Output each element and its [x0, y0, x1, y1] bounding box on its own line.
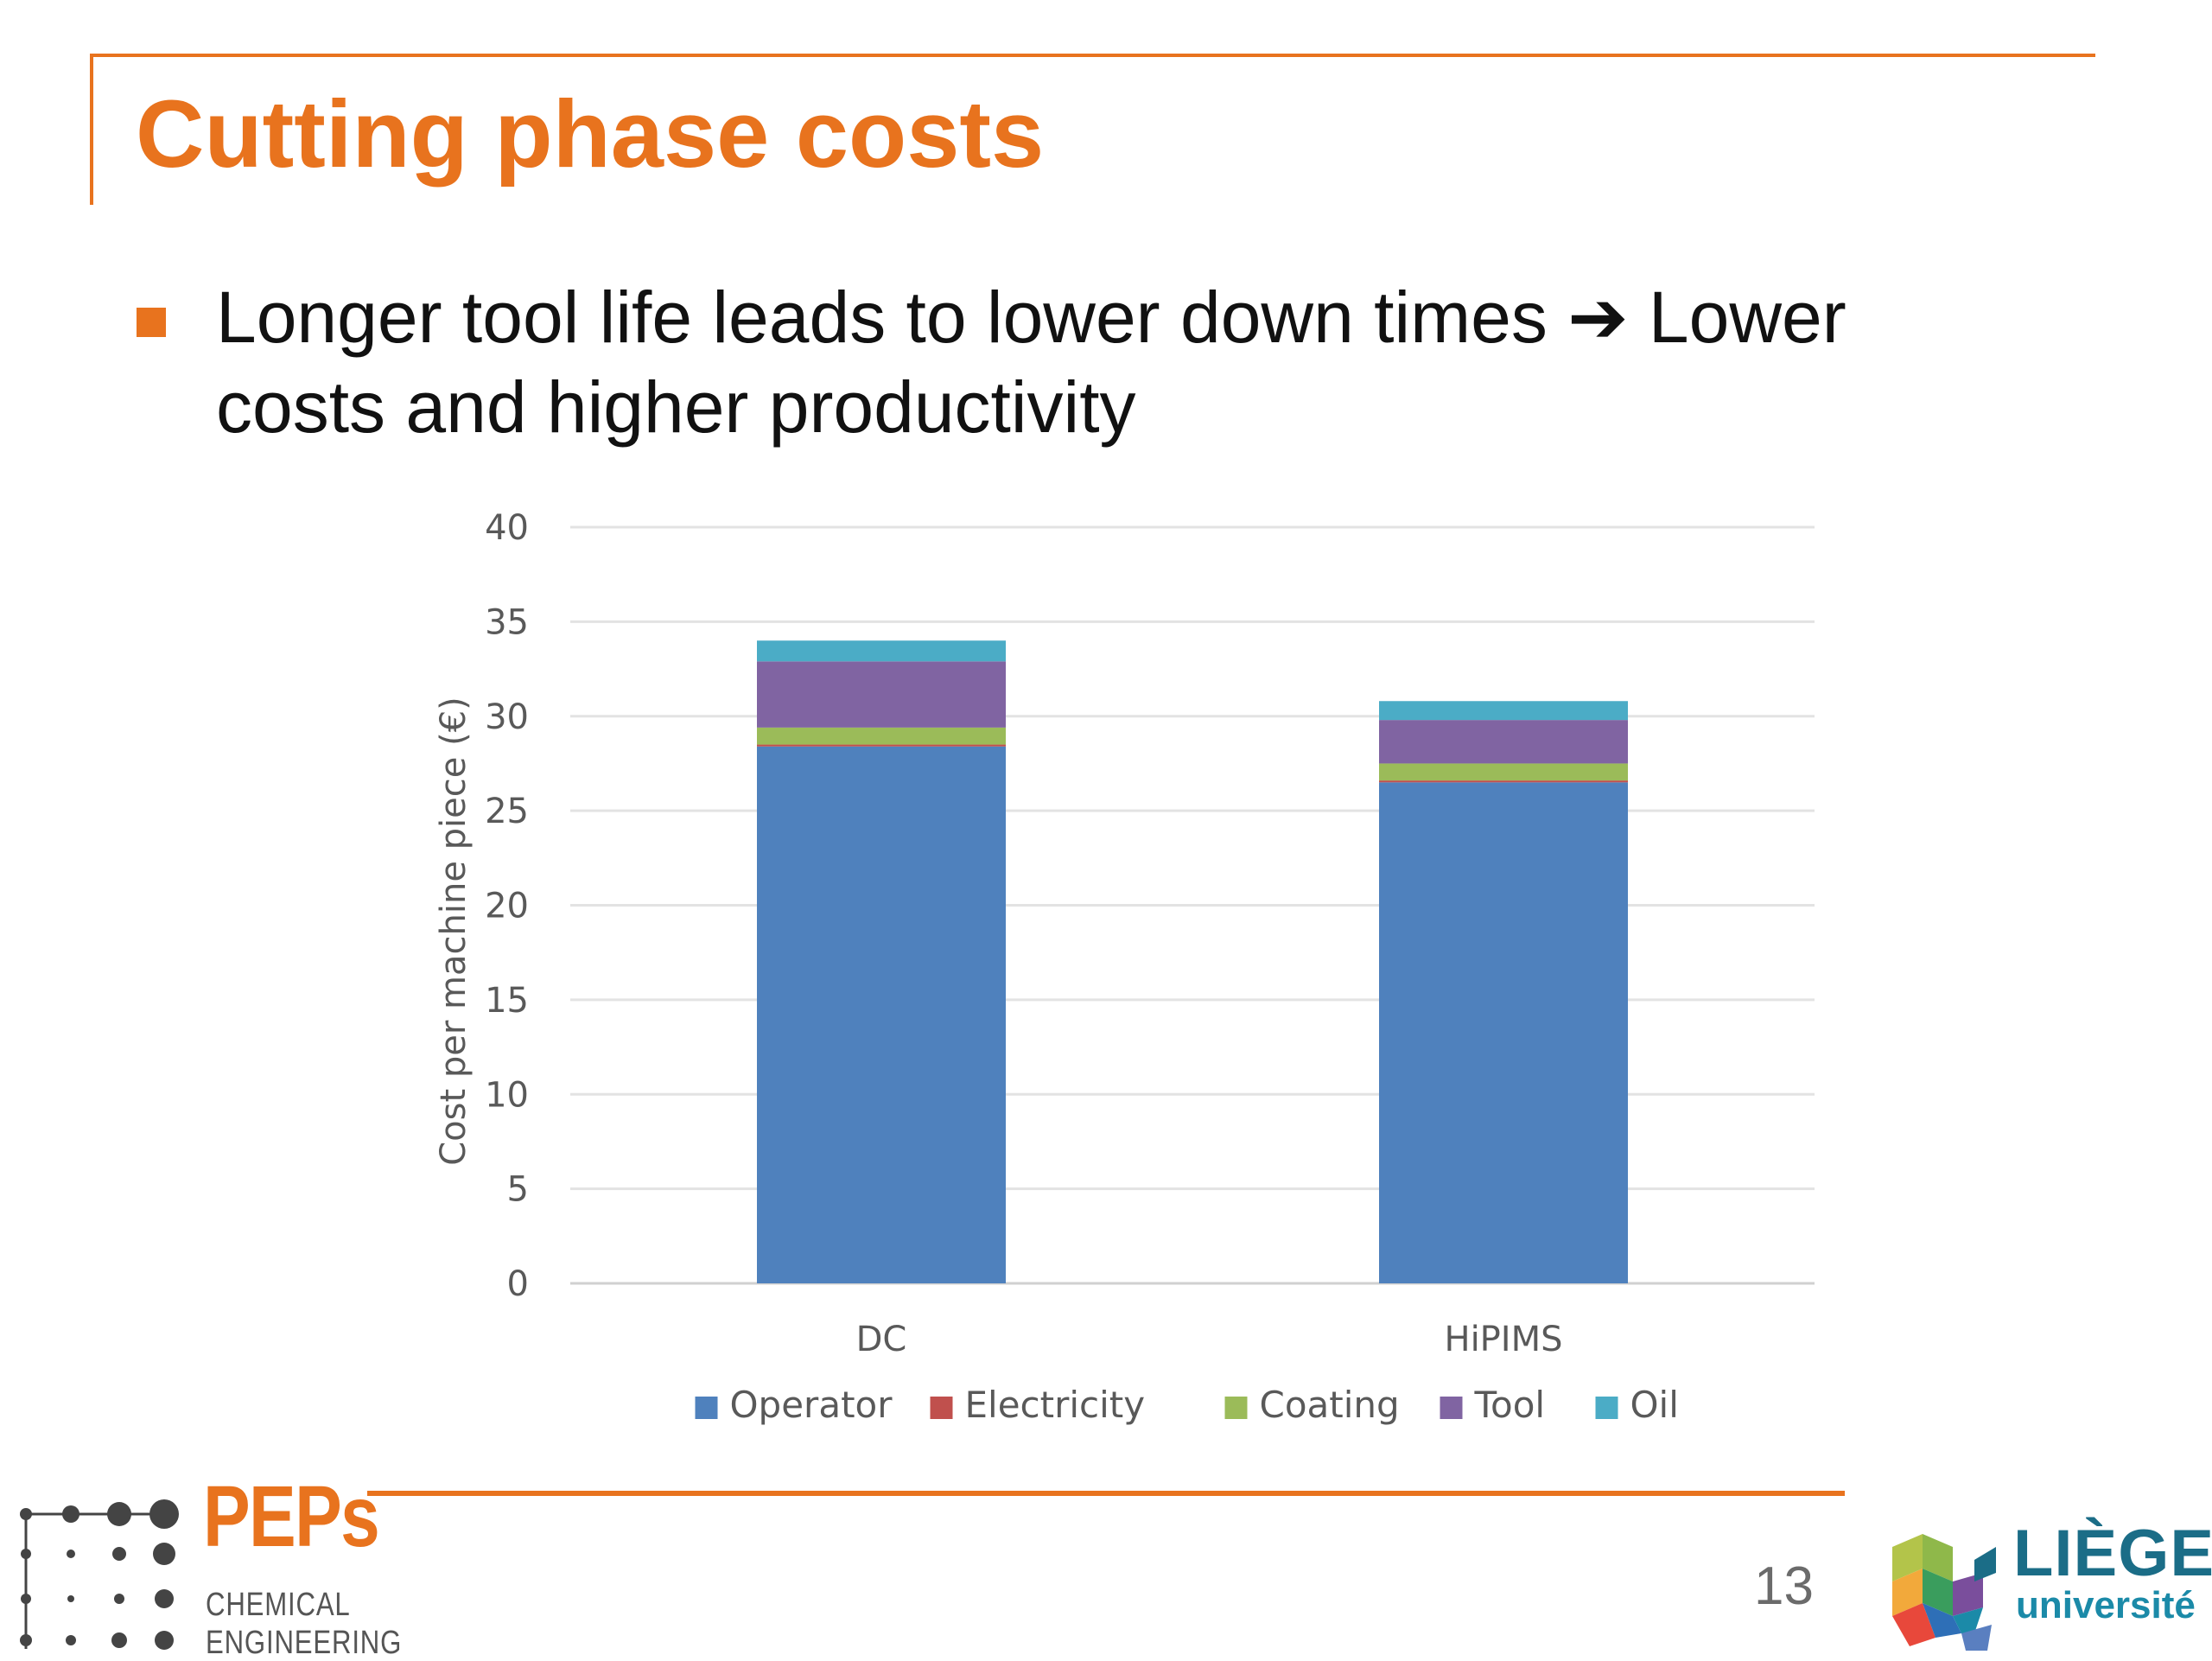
liege-logo-name: LIÈGE: [2013, 1517, 2212, 1590]
y-axis-label: Cost per machine piece (€): [434, 697, 474, 1166]
y-tick-label: 15: [485, 981, 529, 1021]
liege-logo-sub: université: [2016, 1584, 2196, 1626]
liege-cube-logo-icon: [1892, 1534, 1996, 1651]
legend-swatch: [695, 1397, 718, 1419]
y-tick-label: 25: [485, 792, 529, 831]
title-frame-top: [90, 54, 2095, 57]
legend-label: Operator: [730, 1384, 893, 1426]
x-tick-label: HiPIMS: [1444, 1320, 1562, 1359]
y-tick-label: 20: [485, 887, 529, 926]
legend-label: Oil: [1630, 1384, 1679, 1426]
bar-segment-coating: [757, 727, 1006, 745]
bar-segment-operator: [757, 746, 1006, 1283]
y-tick-label: 10: [485, 1075, 529, 1115]
peps-logo-line1: CHEMICAL: [206, 1587, 351, 1623]
bullet-text: Longer tool life leads to lower down tim…: [216, 277, 1847, 448]
bar-segment-electricity: [757, 744, 1006, 747]
peps-logo-title: PEPs: [203, 1468, 380, 1565]
x-tick-label: DC: [856, 1320, 907, 1359]
legend-swatch: [1440, 1397, 1463, 1419]
legend-swatch: [1595, 1397, 1618, 1419]
peps-dots-icon: [20, 1499, 179, 1650]
stacked-bar-chart: 0 5 10 15 20 25 30 35 40 Cost per machine piece (…: [434, 508, 1815, 1426]
peps-logo-line2: ENGINEERING: [206, 1625, 403, 1661]
bar-segment-operator: [1379, 782, 1628, 1283]
legend-label: Electricity: [965, 1384, 1146, 1426]
slide-title: Cutting phase costs: [136, 81, 1045, 188]
bar-segment-coating: [1379, 763, 1628, 781]
footer-line: [367, 1491, 1845, 1496]
y-tick-label: 30: [485, 697, 529, 737]
y-tick-label: 0: [507, 1264, 529, 1304]
page-number: 13: [1754, 1556, 1814, 1616]
legend-label: Tool: [1474, 1384, 1546, 1426]
y-tick-label: 35: [485, 602, 529, 642]
legend-label: Coating: [1260, 1384, 1400, 1426]
bar-segment-oil: [757, 640, 1006, 662]
y-tick-label: 5: [507, 1170, 529, 1210]
legend-swatch: [1224, 1397, 1248, 1419]
bar-segment-electricity: [1379, 780, 1628, 783]
title-frame-left: [90, 54, 93, 205]
legend-swatch: [930, 1397, 953, 1419]
y-tick-label: 40: [485, 508, 529, 548]
bar-segment-oil: [1379, 701, 1628, 721]
bullet-marker: [137, 308, 166, 337]
bar-segment-tool: [757, 661, 1006, 728]
bar-segment-tool: [1379, 720, 1628, 764]
